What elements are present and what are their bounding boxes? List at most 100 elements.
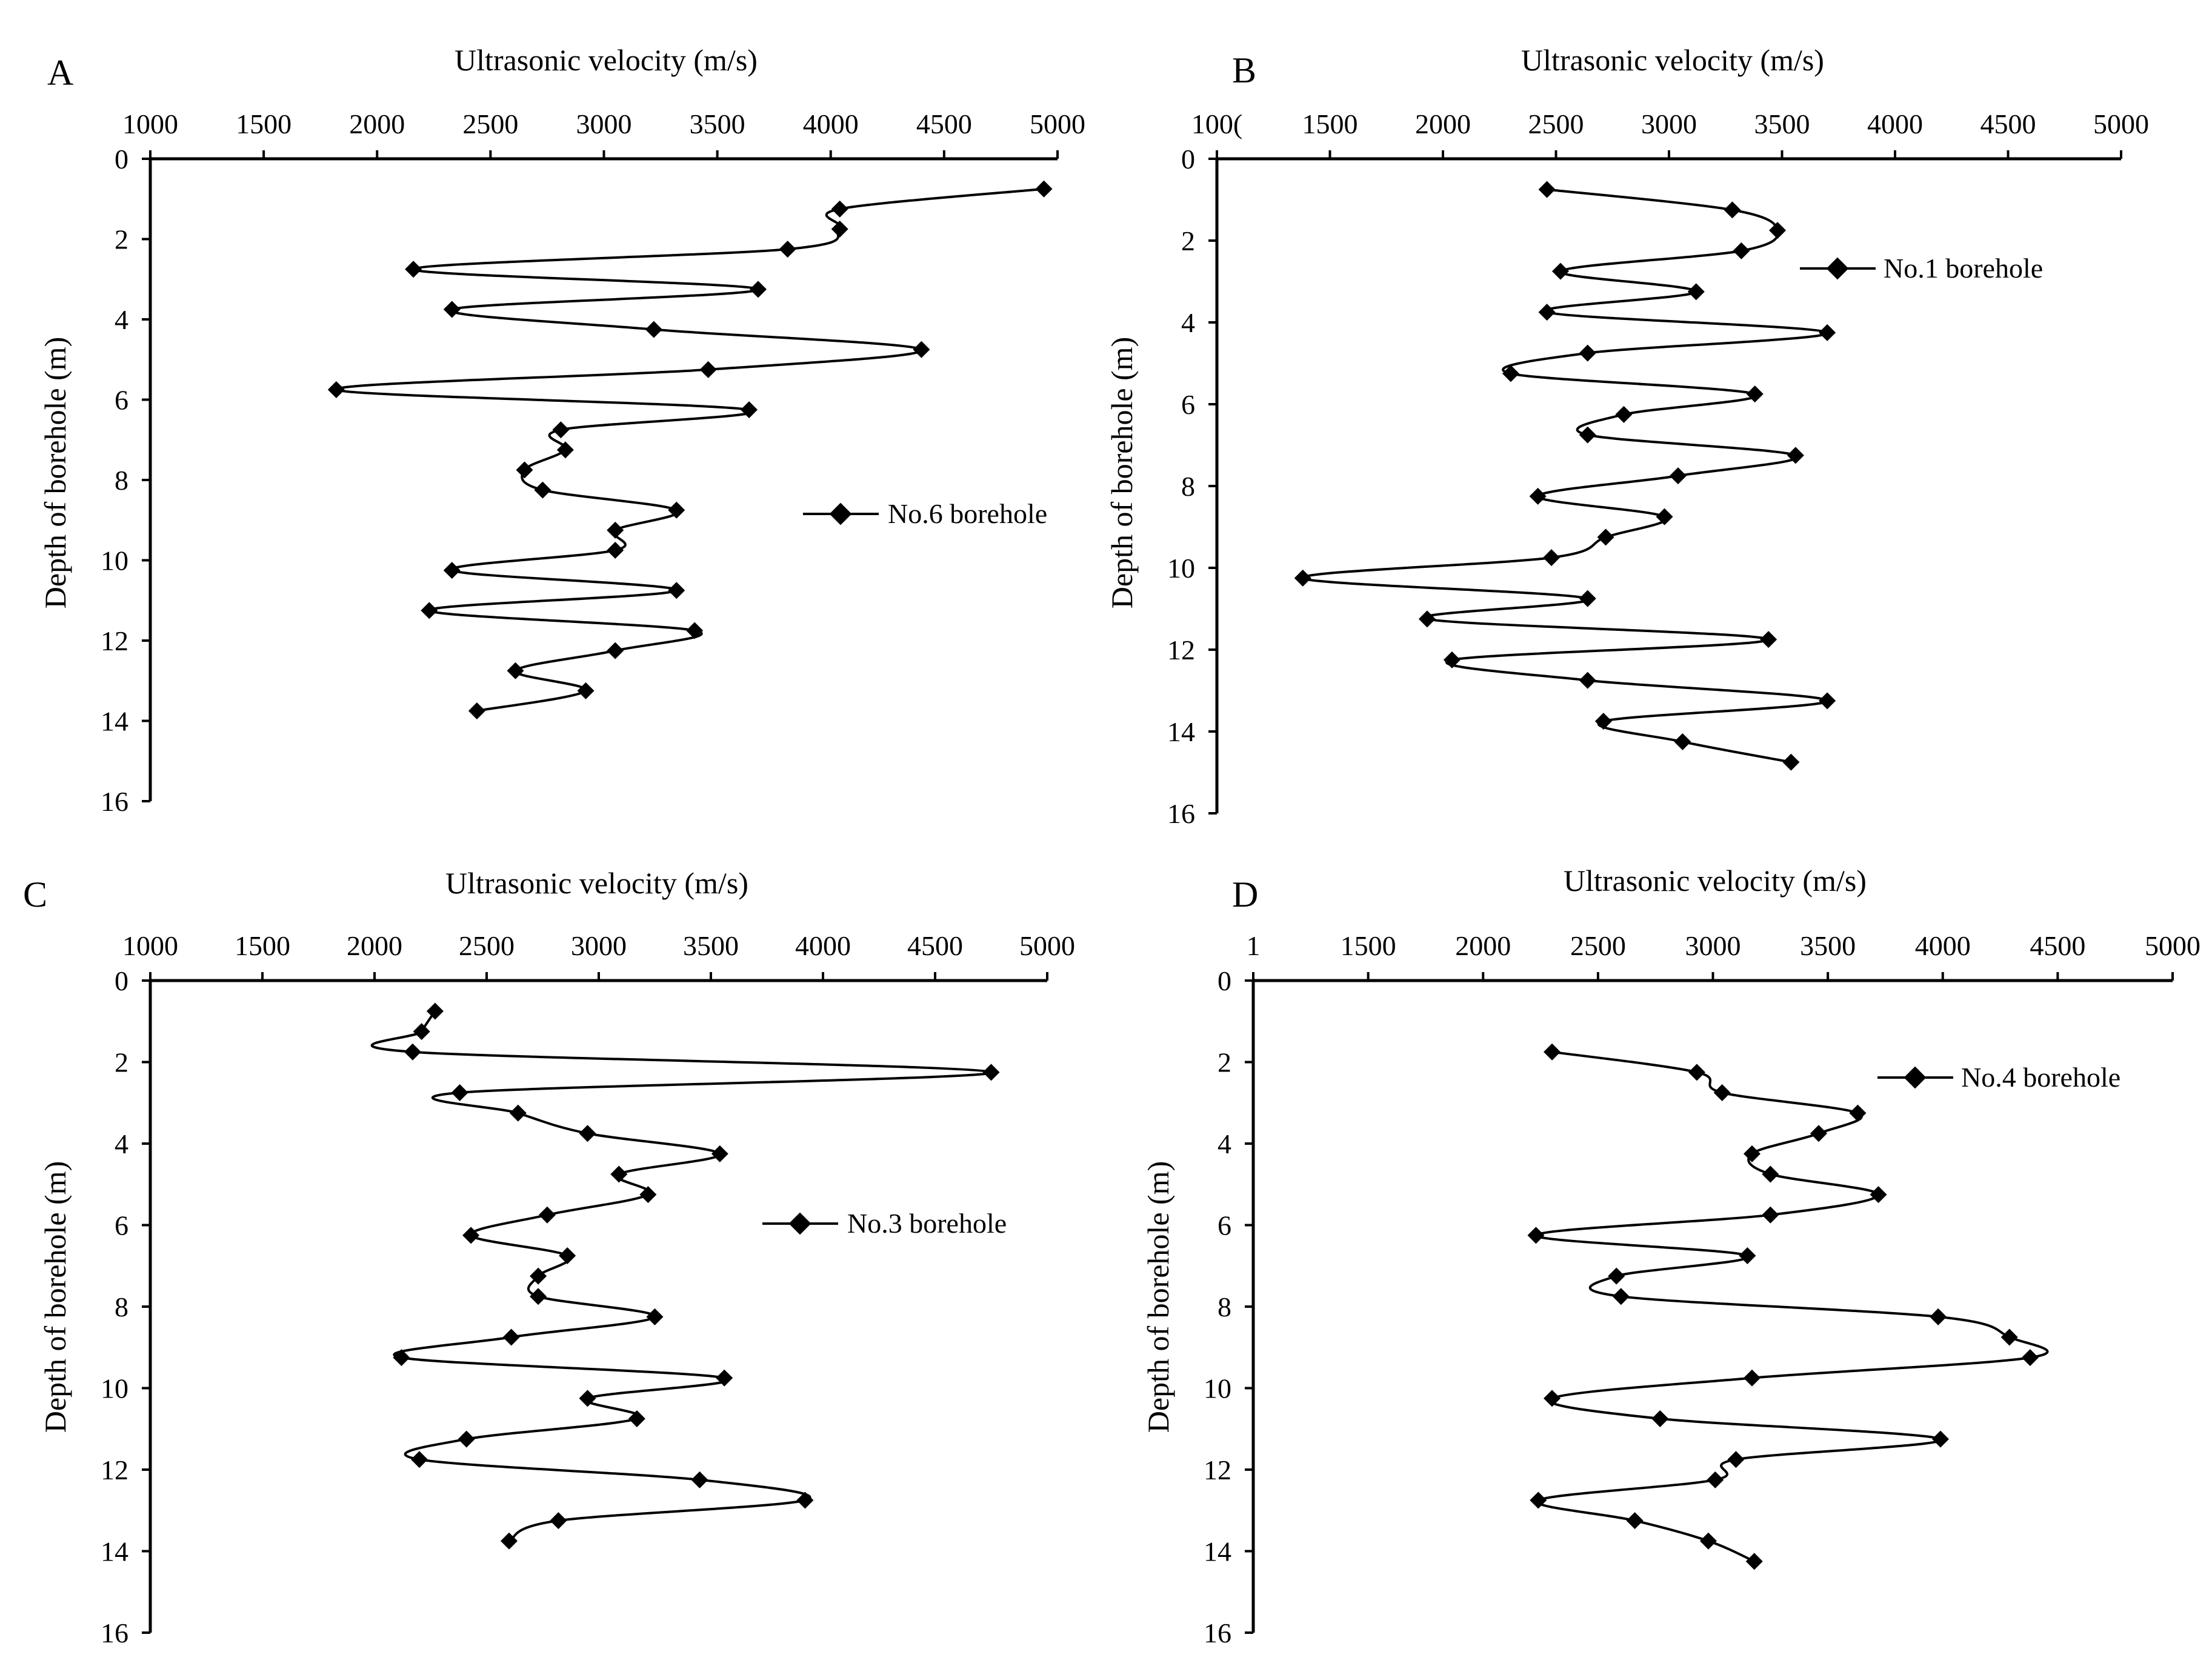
data-point-marker [607, 642, 624, 659]
data-point-marker [1579, 671, 1596, 689]
data-point-marker [502, 1328, 520, 1346]
data-point-marker [1688, 1064, 1705, 1081]
data-point-marker [646, 1308, 664, 1325]
legend-marker [829, 502, 852, 525]
data-point-marker [559, 1247, 576, 1264]
data-point-marker [1612, 1288, 1630, 1305]
data-point-marker [1760, 631, 1777, 648]
panel-label: D [1232, 875, 1258, 915]
data-point-marker [1597, 528, 1614, 546]
data-point-marker [443, 562, 461, 579]
x-tick-label: 1500 [235, 930, 290, 961]
x-tick-label: 4500 [2030, 930, 2085, 961]
data-point-marker [411, 1451, 428, 1468]
data-point-marker [451, 1084, 468, 1101]
y-tick-label: 14 [101, 1536, 128, 1567]
data-point-marker [1687, 283, 1705, 301]
data-point-marker [1787, 447, 1804, 464]
data-point-marker [1502, 365, 1519, 382]
data-point-marker [516, 461, 533, 479]
panel-a: A Ultrasonic velocity (m/s) Depth of bor… [38, 43, 1085, 817]
panel-b: B Ultrasonic velocity (m/s) Depth of bor… [1105, 43, 2149, 829]
y-tick-label: 8 [115, 465, 128, 496]
data-point-marker [1294, 569, 1311, 587]
legend-label: No.1 borehole [1884, 253, 2043, 284]
data-point-marker [509, 1104, 527, 1122]
data-point-marker [577, 682, 595, 699]
x-tick-label: 5000 [2145, 930, 2200, 961]
data-point-marker [550, 1512, 567, 1530]
data-point-marker [1870, 1186, 1887, 1204]
data-point-marker [1626, 1512, 1644, 1530]
data-point-marker [1527, 1227, 1545, 1244]
data-point-marker [404, 1043, 421, 1061]
data-point-marker [1699, 1532, 1717, 1550]
panel-label: B [1232, 50, 1256, 90]
data-point-marker [1713, 1084, 1731, 1101]
y-tick-label: 2 [115, 1047, 128, 1078]
y-tick-label: 6 [1181, 389, 1195, 420]
data-point-marker [607, 541, 624, 559]
y-tick-label: 10 [101, 545, 128, 576]
data-point-marker [458, 1430, 475, 1448]
series-line [370, 1010, 993, 1542]
x-tick-label: 100( [1191, 108, 1242, 139]
data-point-marker [982, 1064, 1000, 1081]
data-point-marker [2000, 1328, 2018, 1346]
data-point-marker [913, 341, 930, 358]
data-point-marker [421, 602, 438, 619]
panel-label: C [23, 875, 47, 915]
data-point-marker [393, 1349, 410, 1367]
data-point-marker [462, 1227, 480, 1244]
data-point-marker [507, 662, 524, 679]
y-tick-label: 6 [115, 1210, 128, 1241]
legend-label: No.3 borehole [847, 1208, 1007, 1239]
data-point-marker [1674, 733, 1691, 750]
data-point-marker [1530, 1491, 1547, 1509]
data-point-marker [1443, 651, 1461, 668]
y-tick-label: 8 [1218, 1291, 1231, 1322]
x-axis-title: Ultrasonic velocity (m/s) [1564, 864, 1867, 898]
data-point-marker [1543, 549, 1561, 567]
x-tick-label: 3500 [690, 108, 745, 139]
x-tick-label: 5000 [2093, 108, 2149, 139]
y-tick-label: 0 [1218, 965, 1231, 996]
data-point-marker [1762, 1165, 1779, 1183]
panel-d: D Ultrasonic velocity (m/s) Depth of bor… [1141, 864, 2200, 1648]
data-point-marker [1733, 242, 1750, 259]
x-tick-label: 2500 [459, 930, 515, 961]
x-tick-label: 1500 [1302, 108, 1358, 139]
legend-marker [1904, 1066, 1927, 1089]
x-tick-label: 4500 [907, 930, 963, 961]
y-tick-label: 12 [1167, 635, 1195, 665]
data-point-marker [1743, 1369, 1761, 1387]
y-tick-label: 8 [1181, 471, 1195, 502]
y-tick-label: 2 [115, 224, 128, 255]
x-tick-label: 4000 [1915, 930, 1971, 961]
y-tick-label: 0 [1181, 144, 1195, 175]
legend-label: No.6 borehole [888, 498, 1047, 529]
data-point-marker [1656, 508, 1673, 525]
data-point-marker [530, 1267, 547, 1285]
data-point-marker [831, 220, 848, 238]
data-point-marker [556, 441, 574, 459]
x-tick-label: 4500 [916, 108, 972, 139]
y-tick-label: 14 [101, 706, 128, 737]
x-tick-label: 3500 [1754, 108, 1810, 139]
data-point-marker [607, 521, 624, 539]
data-point-marker [1739, 1247, 1756, 1264]
x-tick-label: 2000 [347, 930, 402, 961]
plot-area: 1000 1500 2000 2500 3000 3500 4000 4500 5000 0 2 4 6… [101, 930, 1075, 1648]
data-point-marker [1651, 1410, 1669, 1427]
x-tick-label: 1000 [122, 108, 178, 139]
y-tick-label: 10 [101, 1373, 128, 1404]
data-point-marker [1769, 222, 1787, 239]
x-tick-label: 4000 [795, 930, 851, 961]
y-tick-label: 12 [101, 1454, 128, 1485]
x-tick-label: 2000 [349, 108, 405, 139]
y-tick-label: 10 [1167, 553, 1195, 584]
y-tick-label: 12 [101, 625, 128, 656]
y-axis-title: Depth of borehole (m) [38, 1161, 72, 1433]
data-point-marker [1810, 1125, 1827, 1142]
